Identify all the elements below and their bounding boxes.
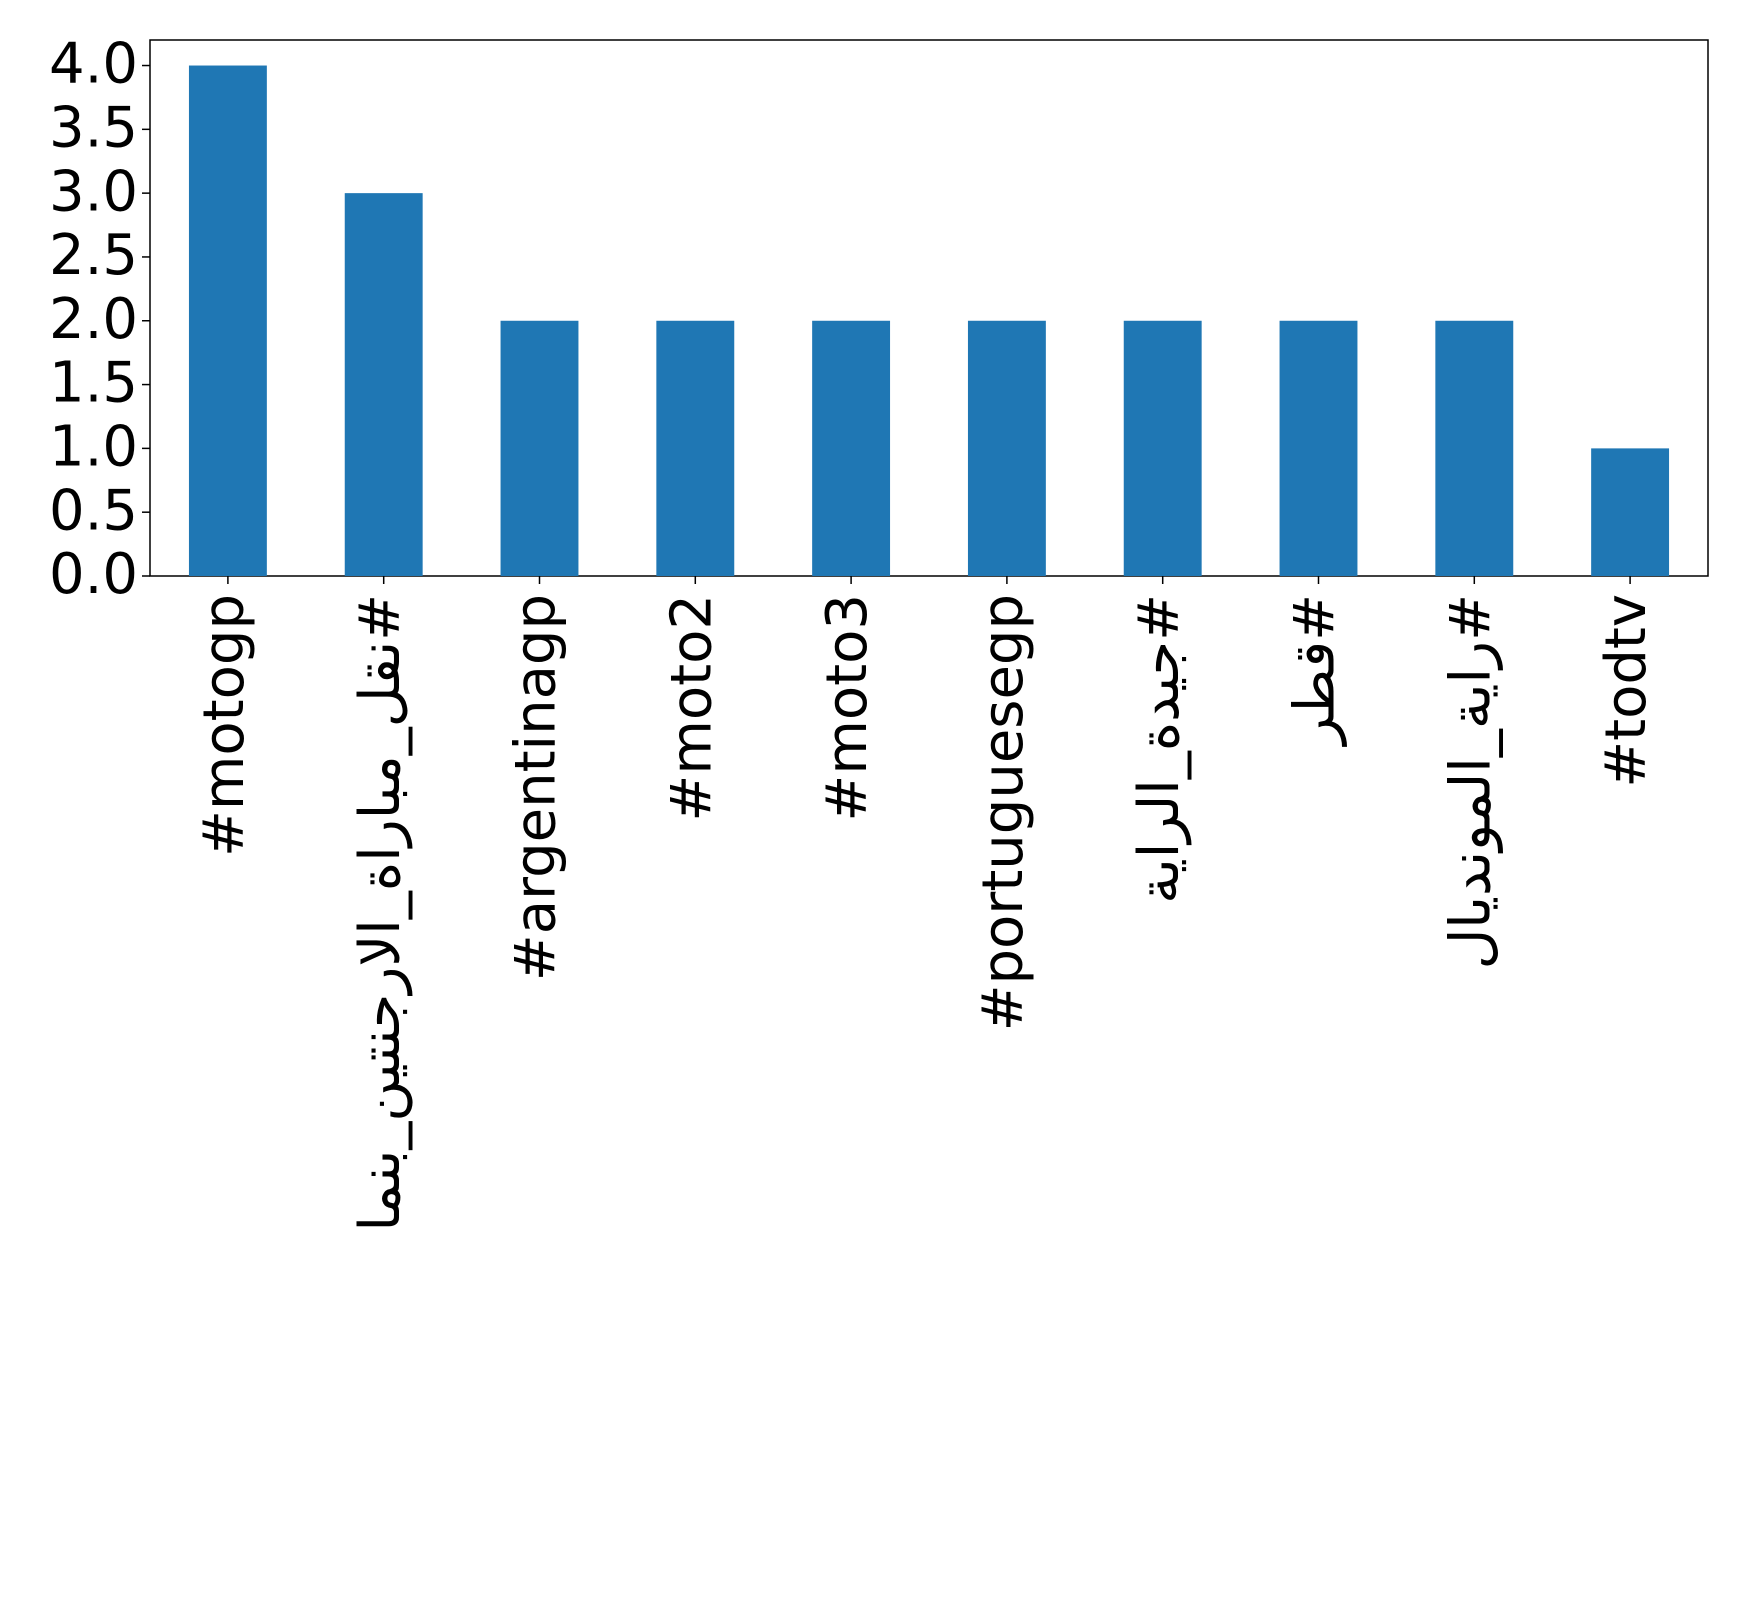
x-tick-label: #نقل_مباراة_الارجنتين_بنما	[348, 594, 413, 1232]
bar	[1279, 320, 1358, 576]
y-tick-label: 1.0	[49, 415, 138, 480]
x-tick-label: #portuguesegp	[971, 594, 1036, 1031]
x-tick-label: #moto2	[659, 594, 724, 822]
plot-frame	[149, 39, 1709, 577]
x-tick-label: #جيدة_الراية	[1127, 594, 1192, 904]
bar	[1591, 448, 1670, 576]
bar	[188, 65, 267, 577]
y-tick-label: 3.5	[49, 95, 138, 160]
bar	[967, 320, 1046, 576]
y-tick-label: 2.0	[49, 287, 138, 352]
x-tick-label: #moto3	[815, 594, 880, 822]
bar	[344, 193, 423, 576]
bar	[812, 320, 891, 576]
x-tick-label: #راية_المونديال	[1438, 594, 1503, 969]
y-tick-label: 4.0	[49, 32, 138, 97]
bar	[1435, 320, 1514, 576]
x-tick-label: #motogp	[192, 594, 257, 857]
bar	[656, 320, 735, 576]
bar	[500, 320, 579, 576]
y-tick-label: 3.0	[49, 159, 138, 224]
y-tick-label: 0.5	[49, 478, 138, 543]
y-tick-label: 2.5	[49, 223, 138, 288]
y-tick-label: 0.0	[49, 542, 138, 607]
y-tick-label: 1.5	[49, 351, 138, 416]
x-tick-label: #قطر	[1283, 594, 1348, 748]
x-tick-label: #todtv	[1594, 594, 1659, 788]
bar	[1123, 320, 1202, 576]
x-tick-label: #argentinagp	[504, 594, 569, 981]
